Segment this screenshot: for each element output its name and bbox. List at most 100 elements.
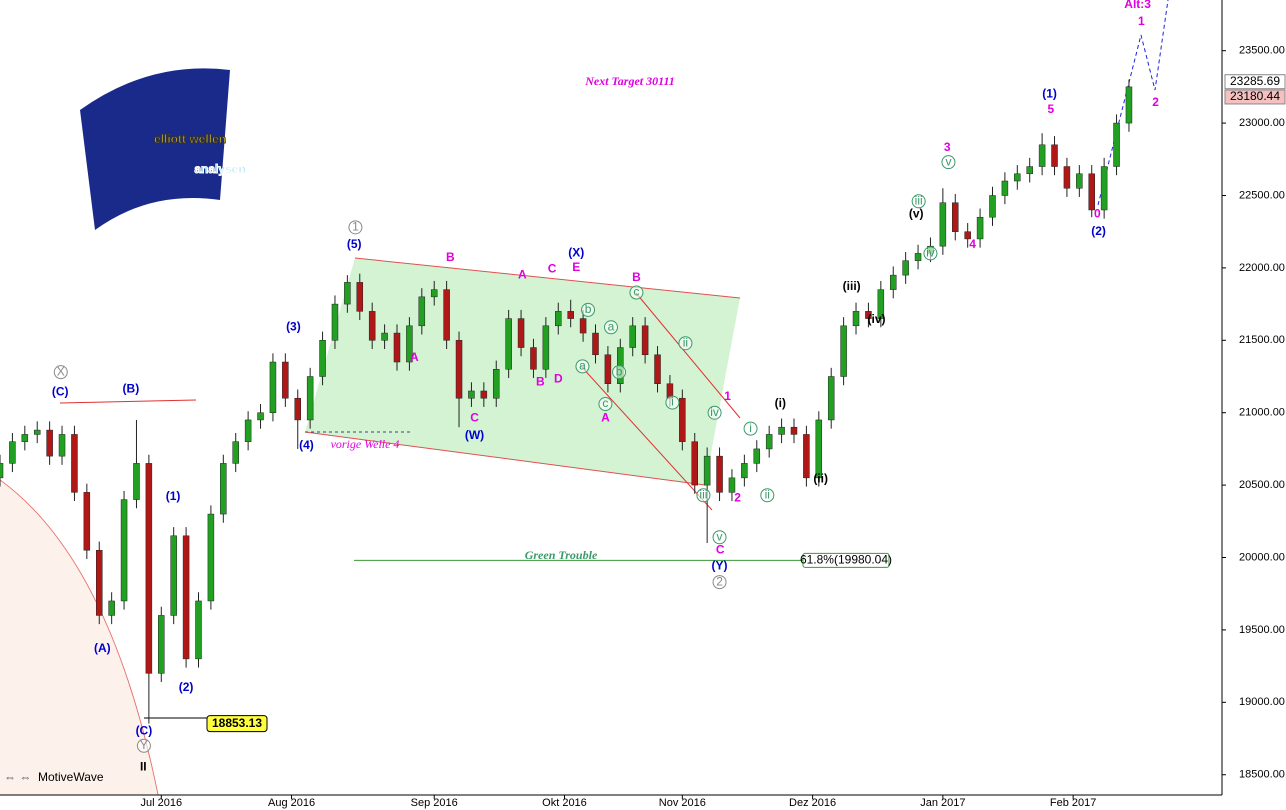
wave-label: 2 <box>716 574 723 588</box>
wave-label: 1 <box>724 389 731 403</box>
candle-body <box>542 325 550 370</box>
wave-label: 2 <box>734 490 741 504</box>
candle-body <box>877 289 885 319</box>
nav-icons[interactable]: ⇔ ⇔ <box>4 770 31 784</box>
wave-label: 1 <box>352 220 359 234</box>
candle-body <box>914 253 922 261</box>
candle-body <box>803 434 810 479</box>
candle-body <box>170 535 177 616</box>
wave-label: (4) <box>299 438 314 452</box>
channel-line <box>354 257 741 299</box>
candle-body <box>108 600 115 616</box>
candle-body <box>71 434 78 493</box>
wave-label: B <box>446 250 455 264</box>
x-tick-label: Sep 2016 <box>411 797 458 809</box>
wave-circle <box>53 365 68 380</box>
candle-body <box>145 463 153 674</box>
candle-body <box>703 455 711 486</box>
wave-circle <box>575 359 590 374</box>
candle-body <box>567 311 574 319</box>
wave-circle <box>712 575 727 590</box>
y-tick-label: 20500.00 <box>1239 479 1285 491</box>
candle-body <box>443 289 450 341</box>
candle-body <box>319 340 326 377</box>
candle-body <box>455 340 463 399</box>
wave-label: (C) <box>52 385 69 399</box>
x-tick-label: Feb 2017 <box>1050 797 1096 809</box>
wave-label: (W) <box>465 428 484 442</box>
y-tick-label: 18500.00 <box>1239 769 1285 781</box>
wave-label: 2 <box>1152 95 1159 109</box>
wave-label: E <box>572 260 580 274</box>
candle-body <box>356 282 364 312</box>
y-tick-label: 23500.00 <box>1239 45 1285 57</box>
candle-body <box>964 231 971 240</box>
wave-circle <box>911 194 926 209</box>
candle-body <box>492 369 500 399</box>
wave-circle <box>941 155 956 170</box>
x-tick-label: Aug 2016 <box>268 797 315 809</box>
wave-circle <box>923 246 938 261</box>
candle-body <box>579 318 587 334</box>
level-line <box>59 399 197 404</box>
wave-label: (5) <box>347 237 362 251</box>
wave-label: 1 <box>1138 14 1145 28</box>
wave-label: iii <box>915 193 923 207</box>
candle-body <box>244 419 252 442</box>
projection <box>1097 0 1169 206</box>
candle-body <box>555 311 562 327</box>
wave-label: (iii) <box>843 279 861 293</box>
candle-body <box>195 600 202 660</box>
wave-circle <box>612 365 627 380</box>
price-tag <box>1224 89 1286 105</box>
wave-label: A <box>410 350 419 364</box>
candle-body <box>852 311 860 327</box>
wave-label: 5 <box>1047 102 1054 116</box>
wave-label: b <box>616 364 623 378</box>
candle-body <box>120 499 128 602</box>
wave-circle <box>665 395 680 410</box>
logo-flag <box>80 68 230 230</box>
channel-line <box>635 292 741 419</box>
candle-body <box>641 325 649 356</box>
wave-circle <box>678 336 693 351</box>
candle-body <box>393 332 401 363</box>
x-tick-label: Nov 2016 <box>659 797 706 809</box>
wave-circle <box>696 488 711 503</box>
candle-body <box>430 289 438 298</box>
channel-line <box>304 431 706 486</box>
candle-body <box>939 202 947 247</box>
candle-body <box>691 441 698 486</box>
candle-body <box>306 376 314 421</box>
logo-text: analysen <box>194 162 245 176</box>
wave-label: D <box>554 372 563 386</box>
candle-body <box>753 448 761 464</box>
x-tick-label: Jan 2017 <box>920 797 965 809</box>
candle-body <box>9 441 16 464</box>
candle-body <box>765 434 773 450</box>
channel-fill <box>305 258 740 485</box>
price-tag-label: 23285.69 <box>1230 74 1280 88</box>
y-tick-label: 20000.00 <box>1239 551 1285 563</box>
candle-body <box>778 426 785 435</box>
wave-label: (1) <box>166 489 181 503</box>
wave-label: (3) <box>286 319 301 333</box>
wave-label: a <box>579 359 586 373</box>
candle-body <box>46 429 53 457</box>
candle-body <box>1100 166 1108 211</box>
wave-circle <box>707 405 722 420</box>
candle-body <box>83 492 91 551</box>
candle-body <box>604 354 612 384</box>
wave-label: (i) <box>775 396 786 410</box>
wave-label: C <box>470 411 479 425</box>
candle-body <box>0 463 4 479</box>
candle-body <box>989 195 996 218</box>
wave-circle <box>712 530 727 545</box>
wave-label: II <box>140 760 147 774</box>
wave-label: b <box>585 302 592 316</box>
wave-label: A <box>601 411 610 425</box>
candle-body <box>406 325 413 363</box>
wave-circle <box>604 320 618 335</box>
candle-body <box>1076 173 1083 189</box>
